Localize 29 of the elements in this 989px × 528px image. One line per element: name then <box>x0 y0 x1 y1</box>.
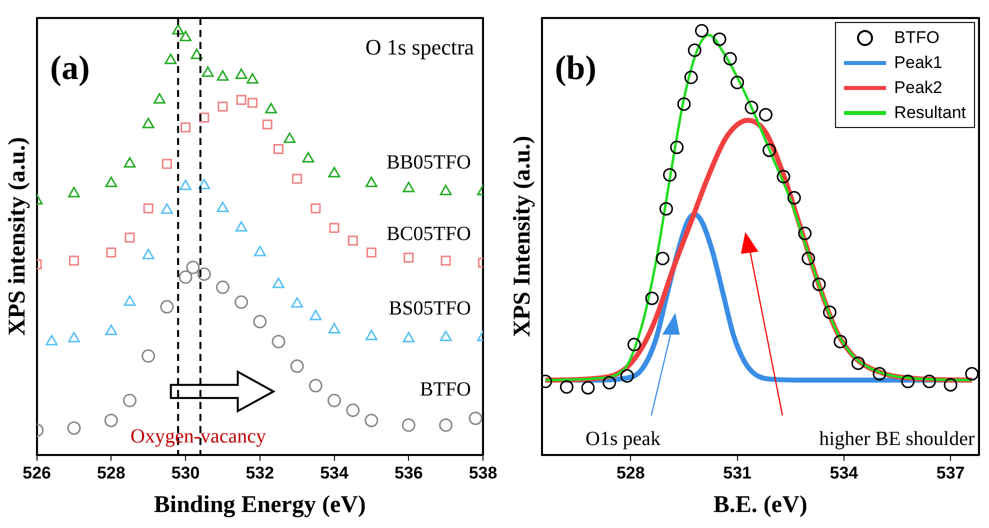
x-tick-label: 532 <box>246 464 274 483</box>
series-label: BB05TFO <box>386 152 471 174</box>
annotation: (b) <box>554 50 596 88</box>
x-axis-title: Binding Energy (eV) <box>154 492 366 518</box>
annotation: (a) <box>50 50 90 88</box>
y-axis-title: XPS intensity (a.u.) <box>4 137 31 336</box>
y-axis-title: XPS Intensity (a.u.) <box>510 136 536 338</box>
x-tick-label: 536 <box>394 464 423 483</box>
x-tick-label: 538 <box>468 464 498 483</box>
x-tick-label: 534 <box>320 464 349 483</box>
annotation: O 1s spectra <box>365 34 474 60</box>
legend-label: Resultant <box>894 102 966 122</box>
x-tick-label: 530 <box>171 464 200 483</box>
legend-label: Peak2 <box>894 78 942 98</box>
series-label: BS05TFO <box>388 298 471 320</box>
x-tick-label: 526 <box>22 464 51 483</box>
legend-label: Peak1 <box>894 52 942 72</box>
series-label: BC05TFO <box>386 222 471 245</box>
annotation: O1s peak <box>586 428 661 450</box>
x-tick-label: 537 <box>936 464 965 483</box>
annotation: Oxygen-vacancy <box>130 426 266 448</box>
annotation: higher BE shoulder <box>819 428 975 450</box>
x-tick-label: 531 <box>723 464 752 483</box>
x-tick-label: 528 <box>96 464 126 483</box>
x-axis-title: B.E. (eV) <box>713 492 808 518</box>
legend-label: BTFO <box>894 28 940 48</box>
series-label: BTFO <box>420 378 471 401</box>
x-tick-label: 534 <box>830 464 859 483</box>
x-tick-label: 528 <box>616 464 645 483</box>
